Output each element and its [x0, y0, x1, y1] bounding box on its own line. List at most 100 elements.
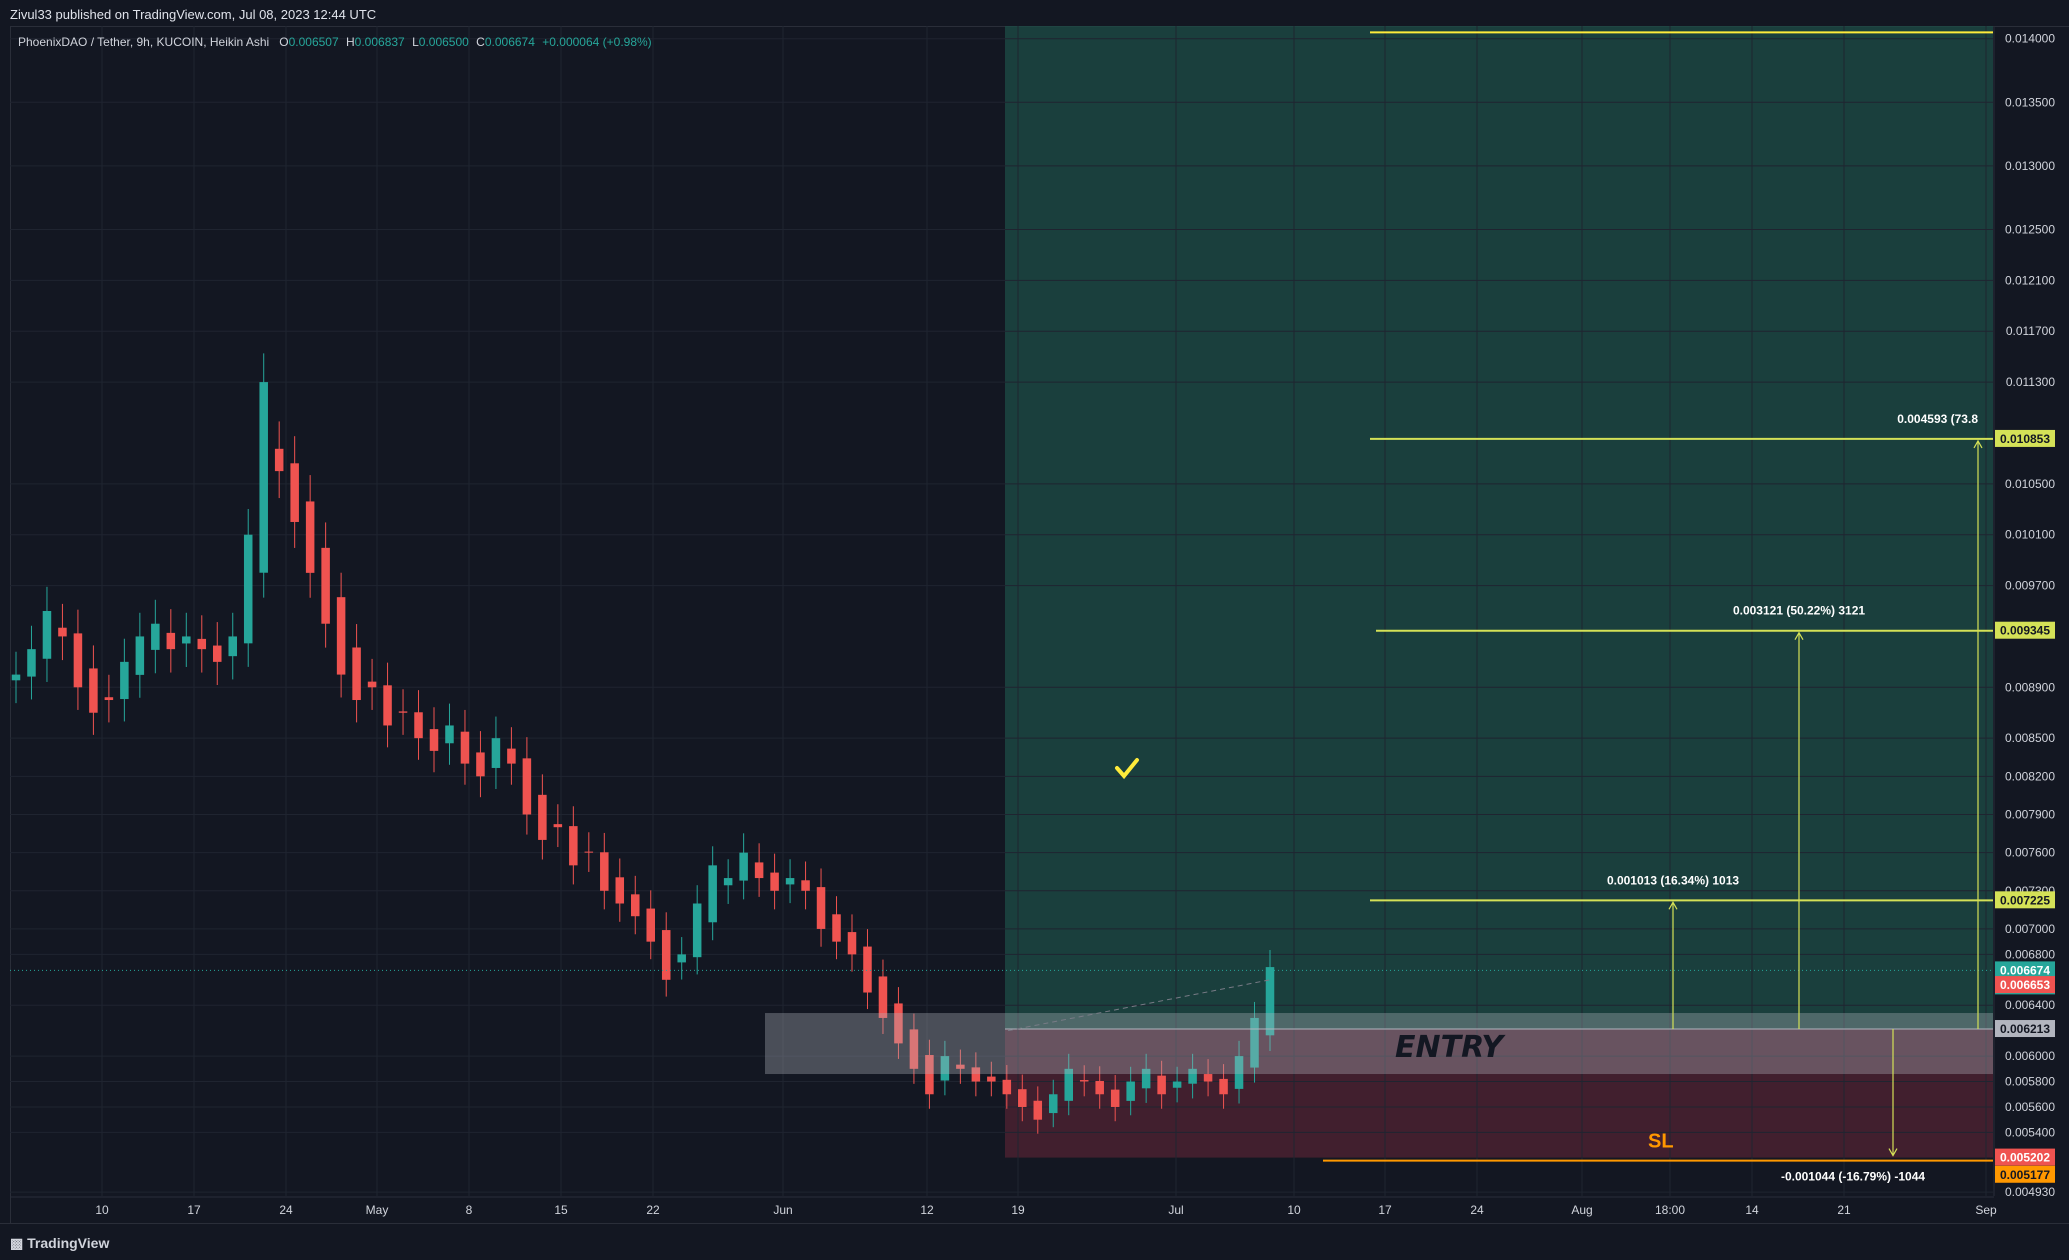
- target-arrow-head: [1668, 901, 1678, 910]
- candle-body: [801, 880, 810, 891]
- overlays: ENTRY 0.001013 (16.34%) 1013 0.003121 (50.…: [10, 31, 1993, 1184]
- candle-body: [27, 649, 36, 677]
- candle-body: [971, 1067, 981, 1082]
- candle-body: [925, 1055, 934, 1095]
- time-tick-label: 12: [920, 1203, 934, 1217]
- tradingview-logo[interactable]: ▩ TradingView: [10, 1235, 109, 1252]
- candle-body: [1126, 1081, 1135, 1101]
- symbol-legend: PhoenixDAO / Tether, 9h, KUCOIN, Heikin …: [18, 35, 656, 49]
- price-tick-label: 0.012500: [2005, 222, 2055, 236]
- candle-body: [1018, 1089, 1027, 1107]
- candle-body: [1095, 1081, 1104, 1095]
- price-tick-label: 0.008500: [2005, 731, 2055, 745]
- price-tick-label: 0.007000: [2005, 922, 2055, 936]
- candle-body: [692, 903, 702, 958]
- candle-body: [398, 711, 408, 713]
- candle-body: [569, 826, 578, 866]
- grid: [10, 26, 1993, 1196]
- time-tick-label: 24: [279, 1203, 293, 1217]
- candle-body: [1110, 1089, 1120, 1107]
- price-tick-label: 0.010500: [2005, 477, 2055, 491]
- time-tick-label: Jul: [1168, 1203, 1183, 1217]
- candle-body: [243, 534, 253, 644]
- open-value: 0.006507: [288, 35, 339, 49]
- close-label: C: [476, 35, 485, 49]
- tv-logo-icon: ▩: [10, 1235, 24, 1251]
- candle-body: [1250, 1017, 1259, 1068]
- entry-label: ENTRY: [1395, 1030, 1506, 1065]
- time-tick-label: 8: [466, 1203, 473, 1217]
- close-value: 0.006674: [484, 35, 535, 49]
- sl-label: SL: [1648, 1131, 1674, 1153]
- candle-body: [1265, 967, 1275, 1036]
- candle-body: [832, 914, 841, 942]
- target-label: 0.004593 (73.8: [1897, 412, 1978, 426]
- candle-body: [600, 852, 609, 891]
- symbol-name: PhoenixDAO / Tether, 9h, KUCOIN, Heikin …: [18, 35, 270, 49]
- price-tick-label: 0.008200: [2005, 769, 2055, 783]
- candle-body: [1141, 1068, 1151, 1089]
- candle-body: [1002, 1079, 1012, 1095]
- time-tick-label: 24: [1470, 1203, 1484, 1217]
- candle-body: [863, 946, 872, 993]
- candle-body: [1033, 1100, 1043, 1120]
- price-tick-label: 0.006000: [2005, 1049, 2055, 1063]
- candle-body: [151, 623, 160, 650]
- open-label: O: [279, 35, 289, 49]
- chart-canvas[interactable]: ENTRY 0.001013 (16.34%) 1013 0.003121 (50.…: [0, 0, 2069, 1223]
- candle-body: [352, 647, 361, 701]
- candle-body: [336, 597, 346, 675]
- candle-body: [507, 748, 516, 764]
- target-label: 0.001013 (16.34%) 1013: [1607, 873, 1739, 887]
- candle-body: [414, 712, 423, 739]
- time-tick-label: 17: [1378, 1203, 1392, 1217]
- price-tick-label: 0.010100: [2005, 528, 2055, 542]
- time-tick-label: 10: [95, 1203, 109, 1217]
- candle-body: [785, 878, 795, 885]
- candle-body: [553, 824, 563, 828]
- sl-arrow-head: [1888, 1148, 1898, 1157]
- price-tick-label: 0.005600: [2005, 1100, 2055, 1114]
- candle-body: [1219, 1078, 1228, 1095]
- candle-body: [1172, 1081, 1182, 1088]
- candle-body: [213, 645, 222, 662]
- price-tick-label: 0.007600: [2005, 846, 2055, 860]
- candle-body: [615, 877, 625, 904]
- candle-body: [135, 636, 145, 675]
- candle-body: [104, 697, 114, 701]
- candle-body: [274, 448, 284, 472]
- time-tick-label: 22: [646, 1203, 660, 1217]
- candle-body: [677, 954, 686, 963]
- candle-body: [909, 1029, 919, 1069]
- candle-body: [429, 729, 439, 751]
- candle-body: [166, 632, 176, 650]
- last-price-tag: 0.006674: [2000, 963, 2050, 977]
- candle-body: [1157, 1075, 1166, 1095]
- entry-price-tag: 0.006213: [2000, 1022, 2050, 1036]
- entry-zone-box: [765, 1013, 1993, 1075]
- change-value: +0.000064 (+0.98%): [542, 35, 652, 49]
- loss-zone: [1005, 1029, 1993, 1158]
- candle-body: [584, 851, 594, 853]
- candle-body: [894, 1003, 903, 1044]
- candle-body: [120, 661, 129, 700]
- candle-body: [305, 501, 315, 573]
- prev-close-tag-bg: [1995, 976, 2055, 994]
- target-price-tag: [1995, 621, 2055, 639]
- time-tick-label: 10: [1287, 1203, 1301, 1217]
- price-tick-label: 0.014000: [2005, 32, 2055, 46]
- price-tick-label: 0.011300: [2006, 375, 2055, 389]
- candle-body: [491, 738, 501, 768]
- low-value: 0.006500: [418, 35, 469, 49]
- candle-body: [1234, 1056, 1244, 1089]
- candle-body: [522, 758, 532, 815]
- time-tick-label: Jun: [773, 1203, 792, 1217]
- candle-body: [383, 685, 392, 726]
- candle-body: [956, 1064, 965, 1069]
- price-tick-label: 0.007900: [2005, 807, 2055, 821]
- candle-body: [538, 794, 547, 840]
- sl-alt-tag: 0.005177: [2000, 1168, 2050, 1182]
- candle-body: [661, 930, 671, 980]
- sl-distance-label: -0.001044 (-16.79%) -1044: [1781, 1170, 1925, 1184]
- high-label: H: [346, 35, 355, 49]
